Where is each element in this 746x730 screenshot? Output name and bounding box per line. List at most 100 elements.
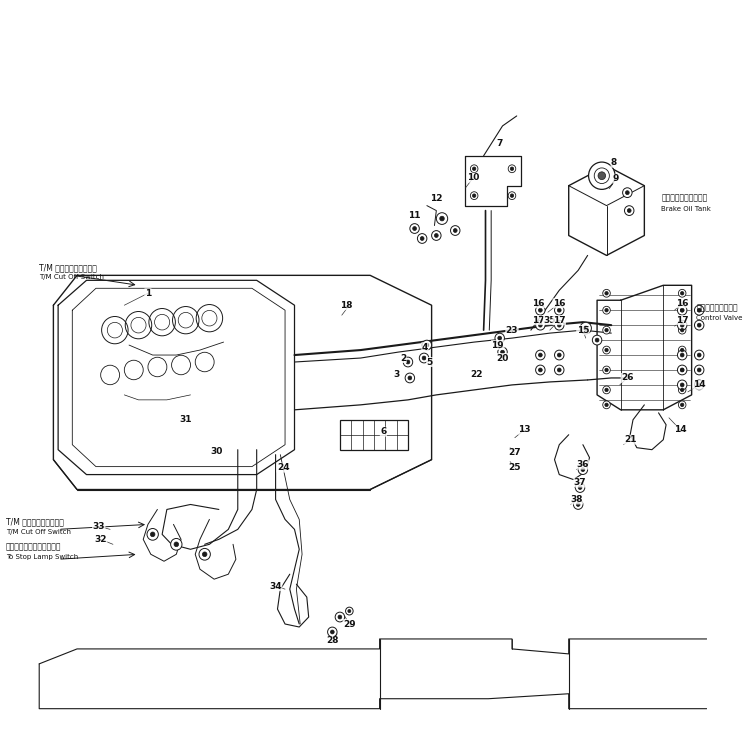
Circle shape [603, 366, 610, 374]
Circle shape [605, 291, 608, 295]
Text: 31: 31 [180, 415, 192, 424]
Circle shape [603, 401, 610, 409]
Circle shape [439, 216, 445, 221]
Text: Brake Oil Tank: Brake Oil Tank [662, 206, 711, 212]
Text: 24: 24 [277, 463, 289, 472]
Text: 14: 14 [693, 380, 706, 389]
Circle shape [472, 167, 476, 171]
Circle shape [680, 328, 684, 332]
Circle shape [578, 465, 588, 474]
Circle shape [695, 305, 704, 315]
Circle shape [592, 335, 602, 345]
Circle shape [348, 610, 351, 612]
Circle shape [554, 350, 564, 360]
Text: 14: 14 [674, 426, 686, 434]
Circle shape [678, 401, 686, 409]
Text: 36: 36 [577, 460, 589, 469]
Circle shape [698, 368, 701, 372]
Circle shape [695, 350, 704, 360]
Circle shape [605, 388, 608, 392]
Text: 2: 2 [400, 353, 407, 363]
Text: 35: 35 [544, 315, 556, 325]
Circle shape [575, 483, 585, 493]
Circle shape [680, 388, 684, 392]
Circle shape [471, 192, 478, 199]
Text: 11: 11 [408, 211, 421, 220]
Circle shape [425, 343, 429, 347]
Text: 32: 32 [95, 535, 107, 544]
Circle shape [678, 289, 686, 297]
Circle shape [576, 502, 580, 507]
Circle shape [171, 539, 182, 550]
Circle shape [557, 353, 561, 357]
Circle shape [698, 308, 701, 312]
Circle shape [554, 320, 564, 330]
Circle shape [677, 320, 687, 330]
Circle shape [539, 368, 542, 372]
Circle shape [539, 353, 542, 357]
Text: 12: 12 [430, 194, 442, 203]
Text: T/M カットオフスイッチ: T/M カットオフスイッチ [6, 518, 64, 526]
Circle shape [625, 191, 629, 195]
Text: 8: 8 [611, 158, 617, 167]
Circle shape [510, 194, 514, 197]
Text: 17: 17 [553, 315, 565, 325]
Circle shape [536, 305, 545, 315]
Circle shape [678, 307, 686, 314]
Text: 6: 6 [380, 427, 386, 437]
Text: 34: 34 [269, 582, 282, 591]
Circle shape [404, 357, 413, 367]
Circle shape [680, 291, 684, 295]
Circle shape [583, 326, 588, 331]
Circle shape [554, 305, 564, 315]
Circle shape [580, 322, 592, 334]
Circle shape [418, 234, 427, 243]
Text: 13: 13 [518, 426, 530, 434]
Circle shape [680, 348, 684, 352]
Text: 28: 28 [326, 637, 339, 645]
Circle shape [695, 380, 704, 390]
Text: 10: 10 [467, 173, 480, 182]
Text: 16: 16 [532, 299, 545, 308]
Circle shape [680, 309, 684, 312]
Circle shape [406, 360, 410, 364]
Text: T/M Cut Off Switch: T/M Cut Off Switch [40, 274, 104, 280]
Circle shape [695, 365, 704, 375]
Circle shape [680, 353, 684, 357]
Circle shape [554, 365, 564, 375]
Text: 22: 22 [470, 370, 483, 380]
Circle shape [605, 348, 608, 352]
Bar [340, 420, 408, 450]
Circle shape [199, 548, 210, 560]
Circle shape [539, 308, 542, 312]
Circle shape [680, 368, 684, 372]
Text: 5: 5 [427, 358, 433, 366]
Circle shape [574, 499, 583, 510]
Text: 16: 16 [676, 299, 689, 308]
Text: ブレーキオイルタンク: ブレーキオイルタンク [662, 193, 708, 203]
Circle shape [678, 366, 686, 374]
Circle shape [419, 353, 429, 363]
Circle shape [508, 192, 515, 199]
Circle shape [539, 323, 542, 327]
Circle shape [436, 212, 448, 224]
Circle shape [432, 231, 441, 240]
Circle shape [677, 365, 687, 375]
Circle shape [174, 542, 178, 547]
Circle shape [557, 308, 561, 312]
Circle shape [495, 333, 504, 343]
Circle shape [335, 612, 345, 622]
Text: 7: 7 [497, 139, 503, 148]
Circle shape [451, 226, 460, 235]
Circle shape [536, 350, 545, 360]
Circle shape [605, 328, 608, 332]
Circle shape [678, 326, 686, 334]
Text: 21: 21 [624, 435, 636, 445]
Circle shape [405, 373, 415, 383]
Circle shape [202, 552, 207, 556]
Circle shape [147, 529, 158, 540]
Text: 15: 15 [577, 326, 589, 334]
Circle shape [605, 403, 608, 407]
Circle shape [472, 194, 476, 197]
Circle shape [623, 188, 632, 198]
